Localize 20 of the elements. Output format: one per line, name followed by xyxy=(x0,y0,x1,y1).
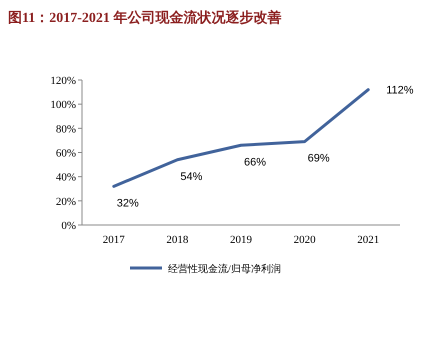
y-tick-label: 120% xyxy=(50,75,76,87)
y-tick-label: 0% xyxy=(61,220,76,232)
y-tick-label: 20% xyxy=(56,196,76,208)
x-tick-label: 2021 xyxy=(357,234,380,246)
legend-label: 经营性现金流/归母净利润 xyxy=(168,263,281,275)
y-tick-label: 80% xyxy=(56,123,76,136)
data-label: 69% xyxy=(308,152,330,165)
chart-title: 图11：2017-2021 年公司现金流状况逐步改善 xyxy=(8,9,282,26)
y-tick-label: 60% xyxy=(56,148,76,160)
x-tick-label: 2018 xyxy=(166,234,189,246)
y-tick-label: 100% xyxy=(50,99,76,112)
data-label: 112% xyxy=(386,84,414,97)
y-tick-label: 40% xyxy=(56,172,76,184)
data-label: 54% xyxy=(180,170,203,183)
x-tick-label: 2019 xyxy=(230,234,252,246)
line-series xyxy=(112,88,370,188)
data-label: 66% xyxy=(244,156,266,168)
x-tick-label: 2017 xyxy=(102,234,126,246)
x-tick-label: 2020 xyxy=(294,234,316,246)
data-label: 32% xyxy=(116,197,140,210)
